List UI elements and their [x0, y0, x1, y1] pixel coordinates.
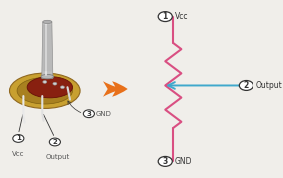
Text: Vcc: Vcc: [12, 151, 25, 157]
Text: GND: GND: [95, 111, 111, 117]
Circle shape: [53, 82, 57, 85]
Text: 2: 2: [244, 81, 249, 90]
Circle shape: [43, 80, 47, 83]
Ellipse shape: [43, 20, 52, 23]
Text: 1: 1: [16, 135, 21, 142]
Text: 3: 3: [87, 111, 91, 117]
Polygon shape: [42, 22, 53, 78]
Circle shape: [13, 135, 24, 142]
Text: Vcc: Vcc: [175, 12, 188, 21]
Circle shape: [158, 156, 172, 166]
Text: 2: 2: [53, 139, 57, 145]
Circle shape: [239, 80, 254, 90]
Text: Output: Output: [45, 154, 70, 160]
Text: 3: 3: [163, 157, 168, 166]
Text: GND: GND: [175, 157, 192, 166]
Circle shape: [49, 138, 61, 146]
Ellipse shape: [17, 78, 72, 104]
Ellipse shape: [41, 74, 53, 79]
Circle shape: [83, 110, 95, 118]
Circle shape: [61, 86, 65, 89]
Text: 1: 1: [163, 12, 168, 21]
Text: Output: Output: [256, 81, 283, 90]
Ellipse shape: [10, 73, 80, 108]
Circle shape: [158, 12, 172, 22]
Ellipse shape: [27, 77, 72, 98]
